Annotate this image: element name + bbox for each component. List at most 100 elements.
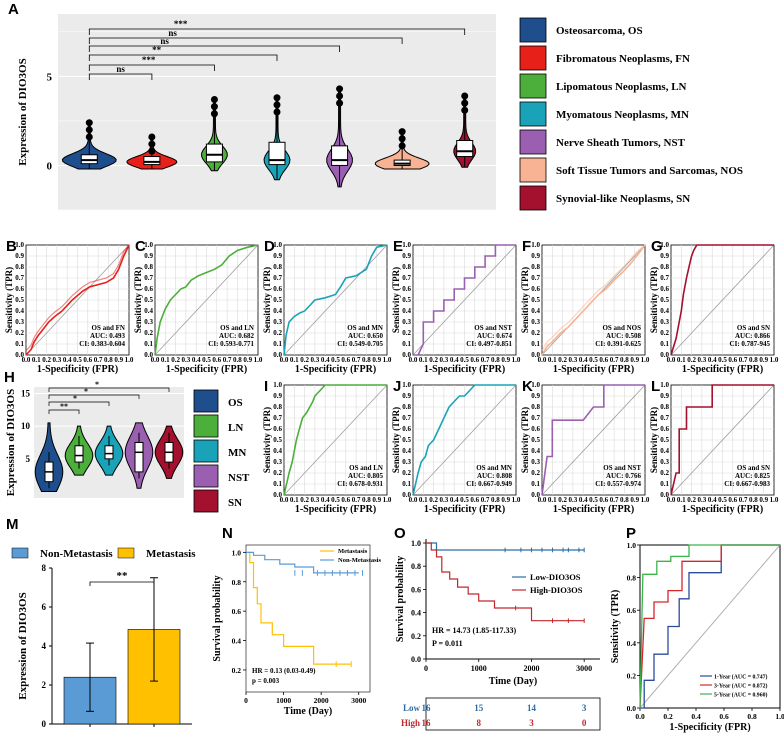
panel-b-ytick: 0.0	[15, 351, 24, 359]
panel-l-ytick: 1.0	[660, 381, 669, 389]
panel-f-xtick: 0.4	[579, 356, 588, 364]
panel-n-xtick: 2000	[314, 696, 329, 705]
panel-k-xtick: 0.9	[630, 496, 639, 504]
panel-b-label: B	[6, 238, 17, 255]
panel-k-label: K	[522, 378, 533, 395]
panel-d-ytick: 0.1	[273, 340, 282, 348]
panel-j-xtick: 0.4	[450, 496, 459, 504]
panel-n-xtick: 0	[244, 696, 248, 705]
panel-c-xtick: 0.3	[182, 356, 191, 364]
panel-h-legend-entry: SN	[228, 497, 242, 509]
panel-c-ytick: 0.9	[144, 252, 153, 260]
panel-f-xtick: 0.6	[599, 356, 608, 364]
panel-k-xlabel: 1-Specificity (FPR)	[553, 504, 634, 515]
panel-h-ytick: 5	[26, 454, 31, 464]
panel-e-xtick: 0.6	[470, 356, 479, 364]
panel-a-legend-swatch-nst	[519, 129, 547, 155]
panel-b-xtick: 0.9	[114, 356, 123, 364]
panel-o-ytick: 0.0	[411, 655, 421, 664]
panel-m-legend-entry: Metastasis	[146, 548, 196, 560]
panel-a-outlier-point	[85, 133, 93, 141]
panel-i-xtick: 0.8	[362, 496, 371, 504]
panel-f-xtick: 0.5	[589, 356, 598, 364]
panel-a-box-nst	[331, 145, 349, 166]
panel-k-ytick: 0.8	[531, 403, 540, 411]
panel-i-xtick: 0.3	[311, 496, 320, 504]
panel-f-label: F	[522, 238, 531, 255]
panel-m-ytick: 2	[42, 680, 47, 690]
panel-a-legend-swatch-nos	[519, 157, 547, 183]
panel-a-significance-bracket	[88, 64, 215, 71]
panel-f-ci: CI: 0.391-0.625	[595, 340, 641, 348]
panel-o-risk-row-label-low: Low	[403, 703, 421, 713]
panel-n-legend-entry: Metastasis	[338, 548, 368, 555]
panel-a-box-fn	[143, 156, 161, 166]
panel-c-xtick: 0.9	[243, 356, 252, 364]
panel-a-legend-swatch-os	[519, 17, 547, 43]
panel-p-label: P	[626, 525, 636, 542]
panel-a-outlier-point	[273, 101, 281, 109]
panel-p-xtick: 0.0	[635, 712, 645, 721]
panel-l-ytick: 0.3	[660, 458, 669, 466]
panel-f-ytick: 0.4	[531, 307, 540, 315]
panel-i-ytick: 0.2	[273, 469, 282, 477]
panel-e-ci: CI: 0.497-0.851	[466, 340, 512, 348]
panel-i-xtick: 0.5	[331, 496, 340, 504]
panel-g-auc: AUC: 0.866	[735, 332, 770, 340]
panel-i-ytick: 0.6	[273, 425, 282, 433]
panel-o-ytick: 0.4	[411, 609, 421, 618]
panel-d-ytick: 0.8	[273, 263, 282, 271]
panel-l-ytick: 0.9	[660, 392, 669, 400]
panel-i-ytick: 0.9	[273, 392, 282, 400]
panel-o-label: O	[394, 525, 406, 542]
panel-j-ytick: 0.1	[402, 480, 411, 488]
panel-l-ytick: 0.4	[660, 447, 669, 455]
panel-a-outlier-point	[210, 110, 218, 118]
panel-b-xtick: 0.8	[104, 356, 113, 364]
panel-k-xtick: 0.5	[589, 496, 598, 504]
panel-l-ytick: 0.7	[660, 414, 669, 422]
panel-d-auc: AUC: 0.650	[348, 332, 383, 340]
panel-f-ytick: 0.0	[531, 351, 540, 359]
panel-j-diagonal	[412, 384, 517, 496]
panel-f-roc-curve	[541, 244, 646, 356]
panel-a-outlier-point	[398, 128, 406, 136]
panel-o-xtick: 1000	[471, 664, 487, 673]
panel-h-legend-entry: NST	[228, 472, 250, 484]
panel-l-ytick: 0.6	[660, 425, 669, 433]
panel-e-xtick: 0.8	[491, 356, 500, 364]
panel-f-ytick: 0.8	[531, 263, 540, 271]
panel-j-xtick: 1.0	[512, 496, 521, 504]
panel-l-ytick: 0.2	[660, 469, 669, 477]
panel-i-ci: CI: 0.678-0.931	[337, 480, 383, 488]
panel-c-ytick: 0.6	[144, 285, 153, 293]
panel-l-xtick: 0.0	[667, 496, 676, 504]
panel-p-roc-5year	[639, 544, 780, 709]
panel-j-ytick: 0.2	[402, 469, 411, 477]
panel-g-xtick: 1.0	[770, 356, 779, 364]
panel-l-ylabel: Sensitivity (TPR)	[649, 407, 659, 473]
panel-n-ytick: 0.4	[232, 637, 242, 646]
panel-k-ytick: 0.5	[531, 436, 540, 444]
panel-p-ytick: 0.0	[627, 704, 637, 713]
panel-k-ytick: 0.3	[531, 458, 540, 466]
panel-d-xlabel: 1-Specificity (FPR)	[295, 364, 376, 375]
panel-d-xtick: 0.7	[352, 356, 361, 364]
panel-j-xtick: 0.8	[491, 496, 500, 504]
panel-b-roc-curve	[25, 244, 130, 356]
panel-a-legend-entry: Myomatous Neoplasms, MN	[556, 109, 689, 121]
panel-l-xlabel: 1-Specificity (FPR)	[682, 504, 763, 515]
panel-o-xtick: 0	[424, 664, 428, 673]
panel-g-ytick: 0.7	[660, 274, 669, 282]
panel-j-xlabel: 1-Specificity (FPR)	[424, 504, 505, 515]
panel-o-km-high	[426, 542, 585, 622]
panel-p-ytick: 0.6	[627, 606, 637, 615]
panel-i-auc: AUC: 0.805	[348, 472, 383, 480]
panel-m-legend-swatch-nonmetastasis	[11, 547, 29, 559]
panel-p-xtick: 0.8	[747, 712, 757, 721]
panel-e-ytick: 0.5	[402, 296, 411, 304]
panel-h-legend-entry: MN	[228, 447, 246, 459]
panel-i-xtick: 0.4	[321, 496, 330, 504]
panel-g-xtick: 0.6	[728, 356, 737, 364]
panel-a-outlier-point	[148, 147, 156, 155]
